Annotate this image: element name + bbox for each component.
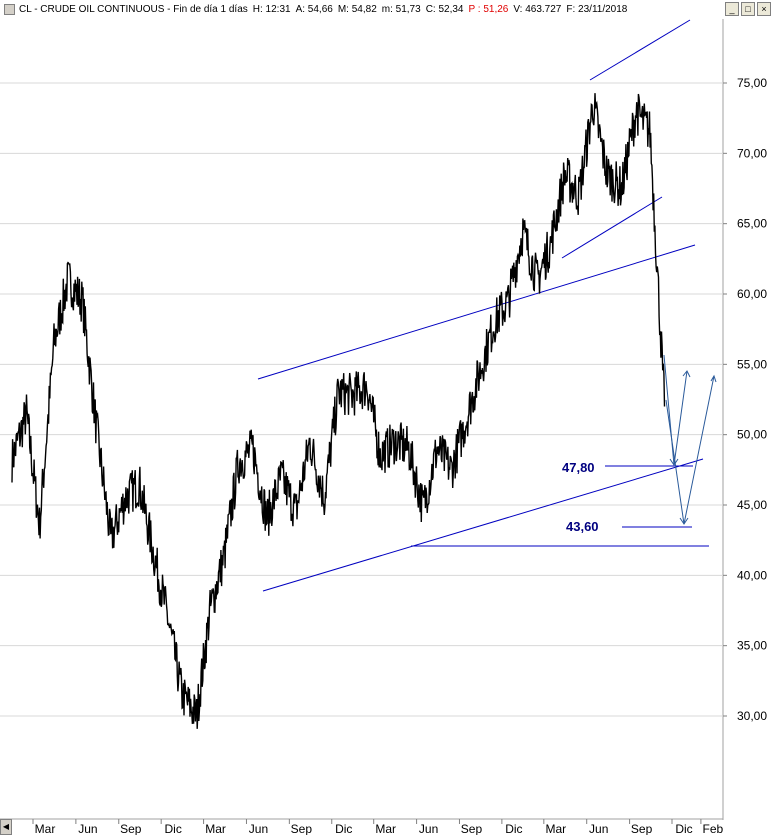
time-tick-label: Jun: [249, 822, 268, 835]
price-tick-label: 45,00: [737, 498, 767, 512]
price-tick-label: 35,00: [737, 639, 767, 653]
high-readout: M: 54,82: [337, 4, 377, 15]
time-tick-label: Dic: [505, 822, 522, 835]
chart-header: CL - CRUDE OIL CONTINUOUS - Fin de día 1…: [0, 0, 723, 19]
price-tick-label: 40,00: [737, 568, 767, 582]
close-icon[interactable]: ×: [757, 2, 771, 16]
price-series-line: [11, 93, 666, 729]
time-tick-label: Mar: [35, 822, 56, 835]
time-tick-label: Dic: [335, 822, 352, 835]
low-readout: m: 51,73: [381, 4, 421, 15]
arrowhead-up-a: [682, 370, 691, 378]
window-controls: _ □ ×: [725, 2, 771, 16]
upper-channel-line: [257, 244, 696, 380]
time-tick-label: Sep: [291, 822, 313, 835]
arrowhead-up-b: [710, 374, 717, 383]
price-tick-label: 50,00: [737, 428, 767, 442]
time-tick-label: Mar: [545, 822, 566, 835]
time-tick-label: Sep: [120, 822, 142, 835]
time-tick-label: Mar: [375, 822, 396, 835]
date-readout: F: 23/11/2018: [566, 4, 628, 15]
volume-readout: V: 463.727: [513, 4, 562, 15]
time-tick-label: Jun: [419, 822, 438, 835]
price-tick-label: 70,00: [737, 146, 767, 160]
price-tick-label: 75,00: [737, 76, 767, 90]
close-readout: C: 52,34: [425, 4, 464, 15]
arrowhead-down-a: [669, 458, 679, 466]
collapse-icon[interactable]: [4, 3, 15, 15]
time-tick-label: Jun: [78, 822, 97, 835]
time-tick-label: Dic: [675, 822, 692, 835]
minimize-icon[interactable]: _: [725, 2, 739, 16]
projection-path-b: [665, 375, 715, 525]
price-tick-label: 60,00: [737, 287, 767, 301]
scroll-left-icon[interactable]: ◀: [0, 819, 12, 835]
time-tick-label: Sep: [461, 822, 483, 835]
target-label-47-80: 47,80: [562, 460, 595, 475]
target-label-43-60: 43,60: [566, 519, 599, 534]
prev-close-readout: P : 51,26: [468, 4, 509, 15]
time-tick-label: Sep: [631, 822, 653, 835]
time-tick-label: Mar: [205, 822, 226, 835]
price-tick-label: 55,00: [737, 357, 767, 371]
price-tick-label: 30,00: [737, 709, 767, 723]
peak-trend-line: [589, 19, 691, 81]
arrowhead-down-b: [679, 517, 689, 525]
restore-icon[interactable]: □: [741, 2, 755, 16]
rising-trend-line: [561, 196, 663, 259]
symbol-name: CL - CRUDE OIL CONTINUOUS - Fin de día 1…: [19, 4, 248, 15]
lower-channel-line: [262, 458, 704, 592]
time-tick-label: Feb: [703, 822, 724, 835]
time-tick-label: Dic: [165, 822, 182, 835]
price-tick-label: 65,00: [737, 217, 767, 231]
time-tick-label: Jun: [589, 822, 608, 835]
time-readout: H: 12:31: [252, 4, 291, 15]
open-readout: A: 54,66: [295, 4, 333, 15]
